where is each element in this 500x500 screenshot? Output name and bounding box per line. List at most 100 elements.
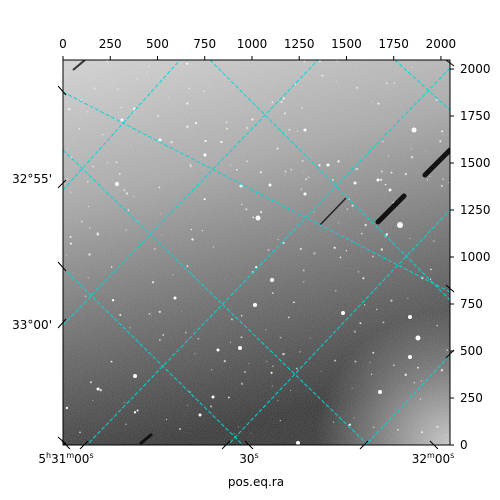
star [271,385,273,387]
star [89,227,91,229]
star [160,213,161,215]
star [295,367,298,370]
star [407,297,409,299]
top-tick-label: 0 [59,37,67,51]
star [161,235,163,236]
star [420,380,423,382]
star [448,182,450,183]
star [106,60,109,63]
star [271,292,274,294]
star [266,360,268,362]
star [415,335,421,341]
top-tick-label: 500 [146,37,169,51]
star [237,426,240,428]
coordinate-grid [63,60,450,445]
star [168,97,169,98]
star [115,182,119,186]
star [252,216,255,219]
star [67,148,69,150]
star [348,423,351,426]
star [429,278,432,280]
star [362,277,365,280]
star [194,122,197,125]
star [305,178,308,181]
star [418,337,420,339]
star [189,163,192,166]
star [186,404,189,407]
star [299,247,302,251]
ra-tick-label-last: 32m00s [412,451,455,466]
star [239,184,243,188]
star [153,248,156,250]
star [197,338,200,340]
star [370,373,373,375]
star [110,266,113,268]
star [253,303,257,307]
star [194,353,196,355]
star [148,65,150,68]
star [436,425,439,428]
star [380,178,383,181]
star [393,364,395,366]
star [433,240,435,242]
star [372,351,375,354]
right-tick-label: 250 [460,391,483,405]
star [288,128,291,131]
star [435,99,438,101]
star [341,311,345,315]
star [211,369,213,371]
star [271,101,274,103]
grid-line [394,60,450,111]
star [152,281,155,284]
star [285,132,287,134]
star [245,208,248,211]
star [159,339,161,341]
star [240,382,244,385]
grid-line [209,60,450,301]
x-axis-label: pos.eq.ra [228,475,284,489]
star [339,256,342,259]
grid-line [86,67,450,445]
star [250,432,252,434]
star [277,239,279,241]
top-tick-label: 2000 [426,37,457,51]
star [293,301,295,304]
star [226,127,228,130]
star [373,426,375,428]
star [357,168,359,170]
star [198,413,202,417]
star [255,215,261,221]
star [390,171,393,174]
star [186,265,189,267]
star [290,168,293,171]
star [284,170,287,173]
star [357,271,360,273]
star [376,178,380,182]
star [157,115,160,118]
star [320,370,322,372]
star [303,281,305,283]
star [148,313,151,315]
star [227,396,230,399]
star [272,365,274,367]
star [119,173,121,175]
star [441,130,444,133]
star [351,204,354,207]
star [191,238,194,241]
star [345,250,348,252]
star [380,248,383,251]
star [279,336,282,339]
star [81,220,83,223]
star [427,179,429,181]
right-tick-label: 1500 [460,156,491,170]
star [318,164,321,167]
star [241,203,243,206]
star [332,421,335,423]
star [245,126,248,130]
star [282,352,285,356]
star [390,299,393,302]
star [240,314,243,317]
top-tick-label: 750 [193,37,216,51]
star [259,171,262,174]
grid-line [63,60,319,326]
